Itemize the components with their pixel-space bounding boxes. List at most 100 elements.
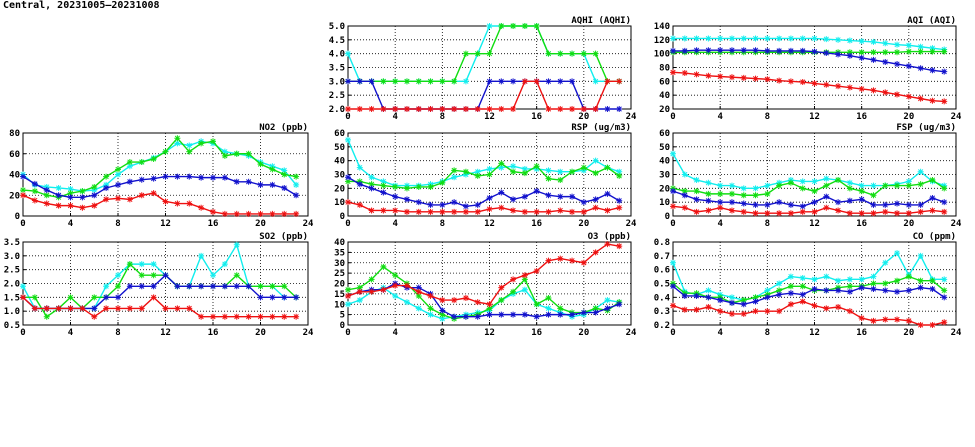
chart-rsp: 0 4 8 12 16 20 24 0 10 20 30 40 50 60 RSP (ug/m3) bbox=[334, 123, 637, 229]
data-point bbox=[174, 140, 181, 147]
data-point bbox=[368, 288, 375, 295]
data-point bbox=[91, 313, 98, 320]
data-point bbox=[427, 292, 434, 299]
data-point bbox=[882, 201, 889, 208]
data-point bbox=[941, 287, 948, 294]
data-point bbox=[150, 272, 157, 279]
data-point bbox=[486, 305, 493, 312]
data-point bbox=[498, 297, 505, 304]
data-point bbox=[91, 183, 98, 190]
series-red bbox=[20, 190, 300, 217]
data-point bbox=[474, 313, 481, 320]
data-point bbox=[894, 288, 901, 295]
data-point bbox=[43, 183, 50, 190]
data-point bbox=[705, 72, 712, 79]
data-point bbox=[870, 273, 877, 280]
x-tick-label: 8 bbox=[115, 219, 120, 229]
data-point bbox=[43, 313, 50, 320]
data-point bbox=[293, 181, 300, 188]
data-point bbox=[835, 51, 842, 58]
data-point bbox=[776, 77, 783, 84]
data-point bbox=[233, 313, 240, 320]
data-point bbox=[870, 210, 877, 217]
y-tick-label: 15 bbox=[334, 290, 345, 300]
y-tick-label: 1.5 bbox=[4, 293, 20, 303]
x-tick-label: 12 bbox=[809, 112, 820, 122]
data-point bbox=[787, 301, 794, 308]
data-point bbox=[392, 78, 399, 85]
data-point bbox=[776, 182, 783, 189]
data-point bbox=[356, 164, 363, 171]
data-point bbox=[403, 185, 410, 192]
x-tick-label: 24 bbox=[951, 328, 962, 338]
data-point bbox=[198, 204, 205, 211]
series-red bbox=[345, 241, 623, 308]
data-point bbox=[870, 201, 877, 208]
data-point bbox=[79, 194, 86, 201]
data-point bbox=[752, 210, 759, 217]
y-tick-label: 80 bbox=[659, 64, 670, 74]
y-tick-label: 25 bbox=[334, 269, 345, 279]
data-point bbox=[717, 35, 724, 42]
data-point bbox=[894, 250, 901, 257]
data-point bbox=[474, 50, 481, 57]
data-point bbox=[717, 73, 724, 80]
data-point bbox=[221, 283, 228, 290]
series-blue bbox=[670, 188, 948, 210]
data-point bbox=[670, 47, 676, 54]
data-point bbox=[764, 35, 771, 42]
x-tick-label: 20 bbox=[255, 219, 266, 229]
y-tick-label: 60 bbox=[334, 129, 345, 139]
data-point bbox=[557, 168, 564, 175]
data-point bbox=[917, 277, 924, 284]
data-point bbox=[858, 38, 865, 45]
y-tick-label: 140 bbox=[654, 22, 670, 32]
data-point bbox=[210, 138, 216, 145]
data-point bbox=[752, 308, 759, 315]
x-tick-label: 8 bbox=[115, 328, 120, 338]
data-point bbox=[245, 178, 252, 185]
data-point bbox=[210, 272, 216, 279]
data-point bbox=[392, 292, 399, 299]
data-point bbox=[174, 200, 181, 207]
data-point bbox=[510, 288, 517, 295]
data-point bbox=[368, 181, 375, 188]
data-point bbox=[846, 276, 853, 283]
data-point bbox=[905, 273, 912, 280]
data-point bbox=[858, 188, 865, 195]
data-point bbox=[257, 283, 264, 290]
data-point bbox=[557, 50, 564, 57]
data-point bbox=[150, 190, 157, 197]
chart-title: AQI (AQI) bbox=[907, 16, 956, 26]
y-tick-label: 0.2 bbox=[654, 321, 670, 331]
data-point bbox=[380, 78, 387, 85]
data-point bbox=[846, 210, 853, 217]
data-point bbox=[858, 315, 865, 322]
data-point bbox=[776, 287, 783, 294]
data-point bbox=[462, 203, 469, 210]
data-point bbox=[835, 207, 842, 214]
data-point bbox=[616, 204, 623, 211]
data-point bbox=[616, 197, 623, 204]
data-point bbox=[498, 284, 505, 291]
y-tick-label: 0.3 bbox=[654, 307, 670, 317]
data-point bbox=[545, 257, 552, 264]
data-point bbox=[823, 193, 830, 200]
data-point bbox=[557, 305, 564, 312]
y-tick-label: 50 bbox=[659, 143, 670, 153]
data-point bbox=[20, 173, 26, 180]
data-point bbox=[186, 200, 193, 207]
data-point bbox=[929, 177, 936, 184]
data-point bbox=[717, 182, 724, 189]
data-point bbox=[929, 45, 936, 52]
data-point bbox=[345, 106, 351, 112]
x-tick-label: 8 bbox=[765, 219, 770, 229]
data-point bbox=[846, 185, 853, 192]
x-tick-label: 20 bbox=[255, 328, 266, 338]
data-point bbox=[498, 23, 505, 29]
data-point bbox=[257, 181, 264, 188]
data-point bbox=[728, 47, 735, 54]
data-point bbox=[186, 173, 193, 180]
data-point bbox=[521, 286, 528, 293]
data-point bbox=[138, 305, 145, 312]
